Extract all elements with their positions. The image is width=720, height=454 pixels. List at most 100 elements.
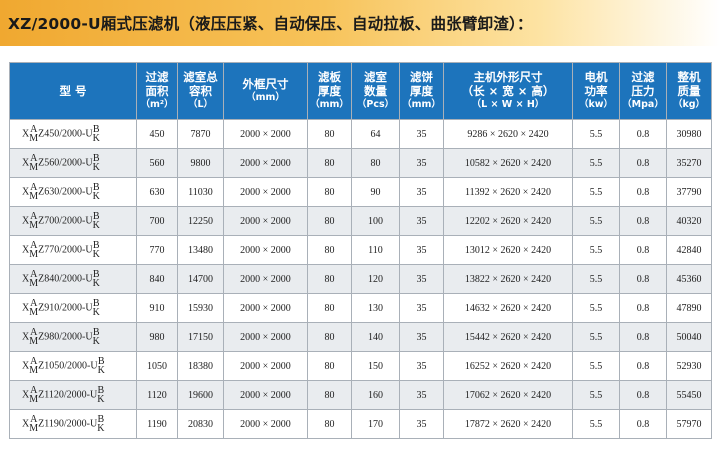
cell-chamber-count: 140 xyxy=(351,322,400,352)
cell-motor-power: 5.5 xyxy=(572,380,620,410)
cell-filter-area: 980 xyxy=(136,322,178,352)
header-unit: （mm） xyxy=(310,99,349,110)
cell-model: X A M Z630/2000-U B K xyxy=(9,177,137,207)
cell-chamber-count: 64 xyxy=(351,119,400,149)
model-code: Z700/2000- xyxy=(38,215,86,227)
header-unit: （L） xyxy=(187,99,214,110)
cell-chamber-count: 80 xyxy=(351,148,400,178)
cell-model: X A M Z1120/2000-U B K xyxy=(9,380,137,410)
header-label: 整机 xyxy=(677,70,701,84)
cell-overall-dimensions: 9286 × 2620 × 2420 xyxy=(443,119,573,149)
cell-frame-size: 2000 × 2000 xyxy=(223,264,308,294)
cell-machine-mass: 52930 xyxy=(666,351,712,381)
model-code: Z980/2000- xyxy=(38,331,86,343)
cell-plate-thickness: 80 xyxy=(307,206,352,236)
cell-motor-power: 5.5 xyxy=(572,148,620,178)
model-code: Z910/2000- xyxy=(38,302,86,314)
page-title: XZ/2000-U厢式压滤机（液压压紧、自动保压、自动拉板、曲张臂卸渣）： xyxy=(8,15,533,33)
cell-filter-area: 630 xyxy=(136,177,178,207)
model-option-m: M xyxy=(29,336,39,347)
cell-motor-power: 5.5 xyxy=(572,293,620,323)
cell-filter-area: 1190 xyxy=(136,409,178,439)
cell-motor-power: 5.5 xyxy=(572,409,620,439)
cell-filter-pressure: 0.8 xyxy=(619,293,667,323)
model-option-m: M xyxy=(29,278,39,289)
model-suffix-k: K xyxy=(92,249,100,260)
model-suffix-u: U xyxy=(90,360,98,372)
cell-plate-thickness: 80 xyxy=(307,380,352,410)
model-suffix-k: K xyxy=(92,191,100,202)
cell-plate-thickness: 80 xyxy=(307,119,352,149)
model-prefix: X xyxy=(22,157,30,169)
cell-model: X A M Z450/2000-U B K xyxy=(9,119,137,149)
model-prefix: X xyxy=(22,302,30,314)
cell-filter-pressure: 0.8 xyxy=(619,380,667,410)
cell-chamber-volume: 15930 xyxy=(177,293,224,323)
cell-chamber-volume: 13480 xyxy=(177,235,224,265)
cell-cake-thickness: 35 xyxy=(399,322,444,352)
cell-frame-size: 2000 × 2000 xyxy=(223,409,308,439)
cell-frame-size: 2000 × 2000 xyxy=(223,293,308,323)
header-label: 滤饼 xyxy=(410,70,433,84)
cell-machine-mass: 37790 xyxy=(666,177,712,207)
header-label: 滤室 xyxy=(364,70,387,84)
cell-filter-pressure: 0.8 xyxy=(619,351,667,381)
model-prefix: X xyxy=(22,331,30,343)
cell-machine-mass: 47890 xyxy=(666,293,712,323)
cell-frame-size: 2000 × 2000 xyxy=(223,380,308,410)
title-banner: XZ/2000-U厢式压滤机（液压压紧、自动保压、自动拉板、曲张臂卸渣）： xyxy=(0,0,720,46)
model-code: Z630/2000- xyxy=(38,186,86,198)
model-option-m: M xyxy=(29,394,39,405)
cell-motor-power: 5.5 xyxy=(572,119,620,149)
model-suffix-u: U xyxy=(85,244,93,256)
cell-plate-thickness: 80 xyxy=(307,322,352,352)
model-suffix-k: K xyxy=(92,220,100,231)
table-header-row: 型 号过滤 面积 （m²） 滤室总 容积 （L） 外框尺寸 （mm） 滤板 厚度 （mm） 滤室 数量（… xyxy=(9,62,712,120)
cell-machine-mass: 55450 xyxy=(666,380,712,410)
model-option-m: M xyxy=(29,423,39,434)
header-unit: （mm） xyxy=(246,92,285,103)
model-suffix-b: B xyxy=(92,124,100,135)
cell-overall-dimensions: 10582 × 2620 × 2420 xyxy=(443,148,573,178)
model-suffix-u: U xyxy=(85,128,93,140)
cell-frame-size: 2000 × 2000 xyxy=(223,322,308,352)
model-code: Z450/2000- xyxy=(38,128,86,140)
header-label: 滤室总 xyxy=(183,70,218,84)
header-label: 电机 xyxy=(584,70,608,84)
model-code: Z770/2000- xyxy=(38,244,86,256)
cell-plate-thickness: 80 xyxy=(307,351,352,381)
cell-filter-pressure: 0.8 xyxy=(619,148,667,178)
model-option-a: A xyxy=(30,153,38,164)
cell-chamber-volume: 12250 xyxy=(177,206,224,236)
cell-plate-thickness: 80 xyxy=(307,177,352,207)
cell-filter-area: 910 xyxy=(136,293,178,323)
header-overall-dimensions: 主机外形尺寸 （长 × 宽 × 高） （L × W × H） xyxy=(443,62,573,120)
cell-chamber-count: 150 xyxy=(351,351,400,381)
spec-table: 型 号过滤 面积 （m²） 滤室总 容积 （L） 外框尺寸 （mm） 滤板 厚度 （mm） 滤室 数量（… xyxy=(9,62,712,439)
cell-chamber-count: 120 xyxy=(351,264,400,294)
cell-overall-dimensions: 15442 × 2620 × 2420 xyxy=(443,322,573,352)
model-suffix-b: B xyxy=(92,269,100,280)
cell-machine-mass: 42840 xyxy=(666,235,712,265)
table-row: X A M Z560/2000-U B K 560 9800 2000 × 2000 80 80 35… xyxy=(9,148,712,178)
cell-cake-thickness: 35 xyxy=(399,235,444,265)
cell-machine-mass: 57970 xyxy=(666,409,712,439)
cell-frame-size: 2000 × 2000 xyxy=(223,351,308,381)
header-label: （长 × 宽 × 高） xyxy=(461,84,555,98)
cell-model: X A M Z910/2000-U B K xyxy=(9,293,137,323)
cell-filter-pressure: 0.8 xyxy=(619,177,667,207)
model-option-a: A xyxy=(30,211,38,222)
model-suffix-u: U xyxy=(85,331,93,343)
model-prefix: X xyxy=(22,128,30,140)
cell-chamber-count: 170 xyxy=(351,409,400,439)
